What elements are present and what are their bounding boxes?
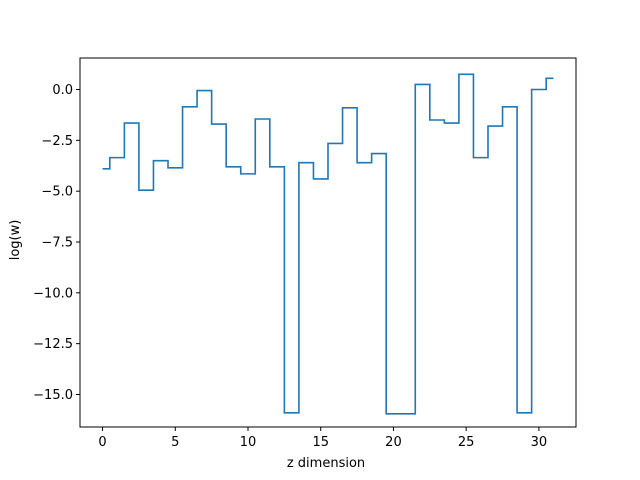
y-tick-label-3: −7.5 [41,235,73,250]
y-axis: 0.0 −2.5 −5.0 −7.5 −10.0 −12.5 −15.0 [33,83,80,403]
x-tick-label-0: 0 [98,435,106,450]
x-axis-label: z dimension [287,456,365,471]
x-axis: 0 5 10 15 20 25 30 [98,427,547,450]
y-tick-label-0: 0.0 [52,83,73,98]
series-line-0 [102,73,554,415]
x-tick-label-3: 15 [312,435,329,450]
x-tick-label-1: 5 [171,435,179,450]
x-tick-label-5: 25 [458,435,475,450]
x-tick-label-4: 20 [385,435,402,450]
y-tick-label-6: −15.0 [33,388,73,403]
series-layer [102,73,554,415]
y-axis-label: log(w) [8,220,23,261]
x-tick-label-2: 10 [240,435,257,450]
y-tick-label-1: −2.5 [41,134,73,149]
plot-frame [79,57,577,428]
x-tick-label-6: 30 [531,435,548,450]
y-tick-label-4: −10.0 [33,286,73,301]
y-tick-label-5: −12.5 [33,337,73,352]
plot-area [79,57,577,428]
y-tick-label-2: −5.0 [41,185,73,200]
